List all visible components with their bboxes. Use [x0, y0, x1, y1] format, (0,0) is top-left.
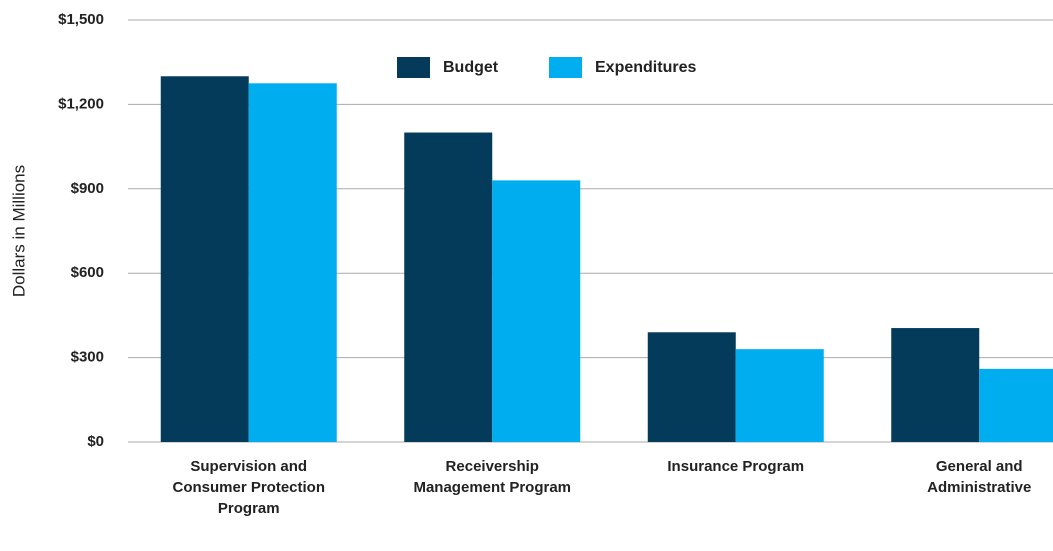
legend-swatch	[549, 57, 582, 78]
y-tick-label: $600	[71, 264, 104, 281]
x-tick-label: Receivership Management Program	[413, 458, 572, 496]
bar	[160, 76, 249, 443]
bar	[248, 83, 337, 443]
bar	[891, 328, 980, 442]
bar	[647, 332, 736, 442]
y-tick-label: $1,200	[58, 95, 104, 112]
x-tick-label: Insurance Program	[667, 458, 805, 475]
y-tick-label: $1,500	[58, 11, 104, 28]
legend-label: Budget	[443, 59, 499, 76]
x-tick-label: Supervision and Consumer Protection Prog…	[172, 458, 326, 517]
x-tick-label: General and Administrative	[927, 458, 1032, 496]
bar	[492, 180, 581, 443]
legend-label: Expenditures	[595, 59, 696, 76]
bar	[979, 368, 1053, 442]
y-tick-label: $900	[71, 180, 104, 197]
bar	[735, 349, 824, 442]
y-tick-label: $0	[87, 433, 104, 450]
bar	[404, 132, 493, 443]
legend-swatch	[397, 57, 430, 78]
y-axis-label: Dollars in Millions	[9, 165, 28, 297]
y-tick-label: $300	[71, 349, 104, 366]
